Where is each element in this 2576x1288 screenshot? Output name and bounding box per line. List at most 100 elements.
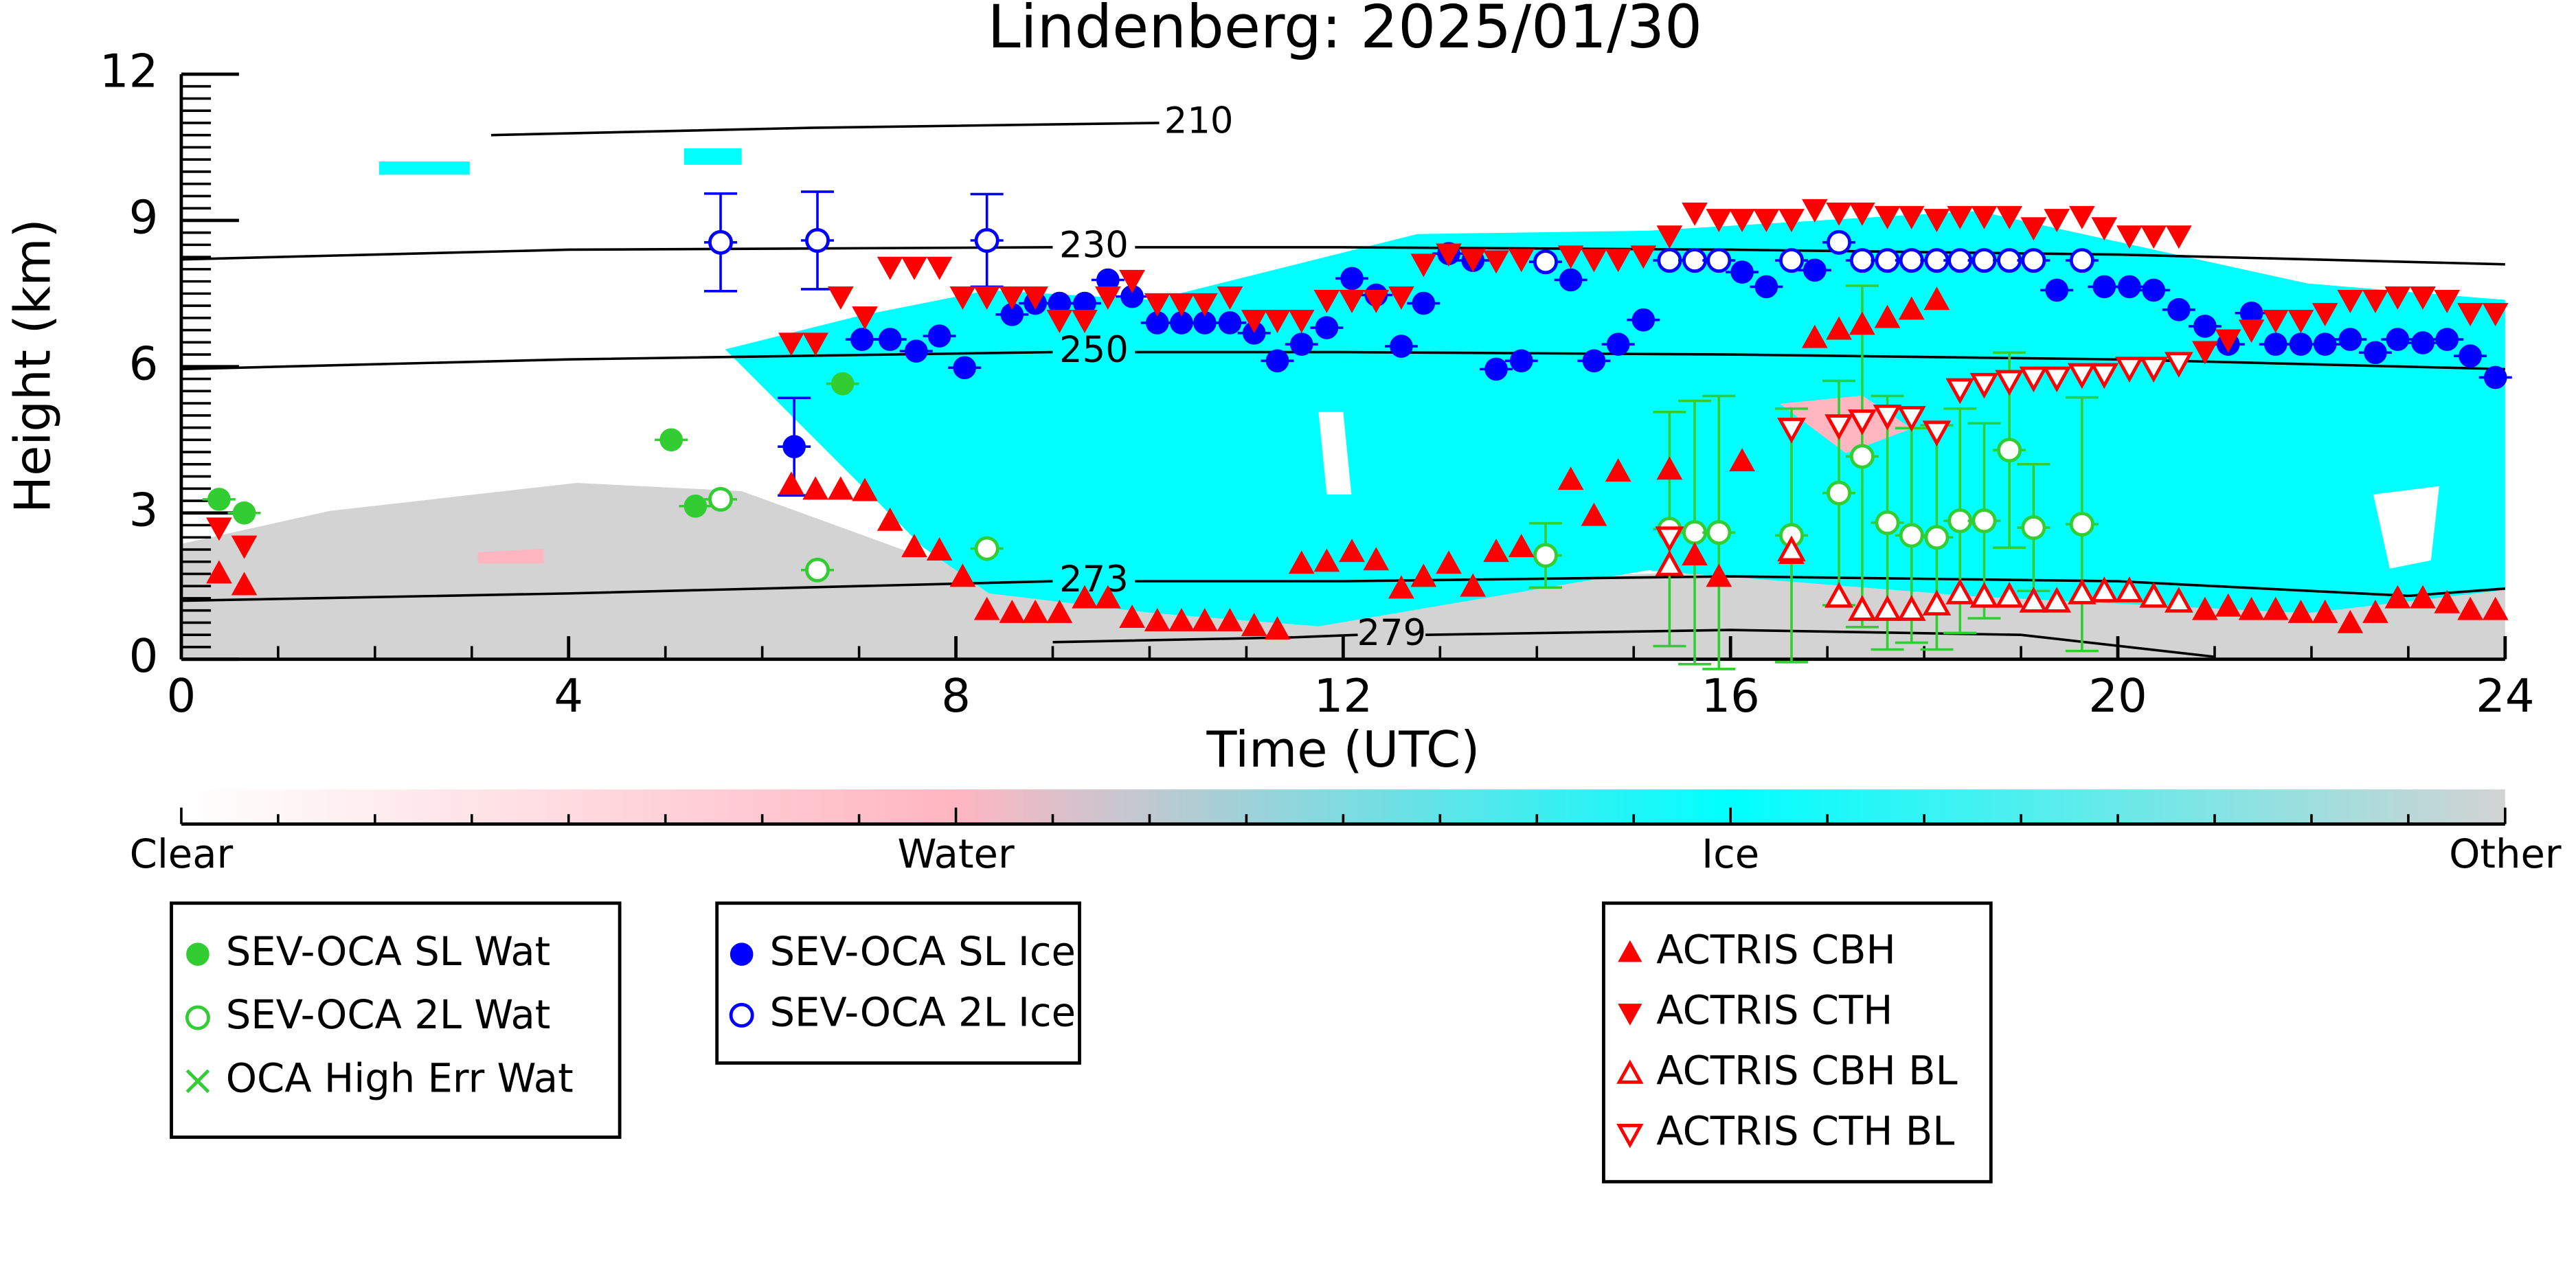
marker [877,256,903,280]
marker [2262,596,2289,620]
marker [2435,328,2459,351]
marker [1241,310,1267,333]
marker [1582,349,1606,373]
marker [1730,260,1754,284]
marker [1363,547,1390,571]
marker [1803,258,1827,282]
marker [1969,582,1999,608]
marker [206,560,232,584]
marker [1924,525,1950,550]
legend-marker [730,942,754,966]
isotherm [1135,575,2505,598]
marker [1168,293,1195,317]
marker [953,356,977,380]
marker [974,536,999,561]
marker [1824,414,1853,440]
marker [2164,587,2193,613]
marker [1706,248,1732,273]
marker [1072,585,1098,609]
marker [1557,466,1584,490]
marker [1436,550,1462,574]
marker [2312,303,2338,327]
marker [2287,310,2314,333]
marker [1898,296,1925,320]
marker [1144,608,1171,631]
y-tick-label: 3 [129,483,159,536]
marker [1995,582,2024,608]
marker [2193,315,2217,338]
marker [1923,286,1950,310]
x-tick-label: 4 [554,669,583,723]
marker [1581,502,1607,526]
marker [1631,308,1656,332]
marker [2386,328,2410,351]
marker [1217,608,1243,631]
marker [2410,286,2436,310]
marker [1995,370,2024,396]
marker [2092,275,2116,299]
marker [1827,229,1852,255]
marker [1997,248,2022,273]
marker [1873,404,1902,431]
marker [1657,248,1682,273]
marker [2238,596,2265,620]
legend-label: SEV-OCA SL Ice [769,929,1076,975]
marker [1508,534,1535,558]
isotherm-label: 250 [1059,329,1129,371]
marker [1848,595,1877,621]
marker [802,332,829,357]
marker [1849,444,1875,469]
marker [1875,510,1900,535]
marker [1754,275,1778,299]
marker [1922,589,1952,616]
legend-marker [729,1002,754,1028]
marker [1969,372,1999,399]
marker [1388,575,1414,599]
marker [1630,245,1657,269]
chart-title: Lindenberg: 2025/01/30 [987,0,1702,62]
marker [1410,563,1437,587]
marker [2067,578,2097,605]
legend-label: OCA High Err Wat [226,1056,574,1102]
marker [2457,303,2483,327]
marker [1605,458,1631,482]
marker [1656,225,1683,249]
marker [2165,225,2192,249]
marker [232,501,256,525]
marker [2142,278,2165,302]
marker [1144,293,1171,317]
isotherm-label: 210 [1164,100,1234,142]
marker [804,557,830,583]
marker [2384,585,2411,609]
marker [852,477,878,501]
marker [1849,311,1875,335]
marker [926,256,953,280]
legend-label: SEV-OCA 2L Ice [769,990,1076,1036]
marker [804,228,830,253]
legend-marker [1618,1004,1642,1026]
marker [1826,202,1852,226]
marker [1046,599,1073,623]
marker [1656,456,1683,480]
marker [2139,582,2169,608]
marker [1313,289,1340,313]
marker [1533,249,1558,275]
marker [1996,205,2022,229]
marker [1971,508,1997,534]
marker [2044,209,2070,233]
marker [1410,253,1437,278]
marker [2411,331,2434,354]
legend-label: ACTRIS CTH [1656,987,1893,1033]
marker [1874,205,1901,229]
marker [1363,289,1390,313]
marker [2459,344,2482,368]
marker [2215,329,2241,353]
legend-label: ACTRIS CTH BL [1656,1109,1954,1155]
marker [2019,366,2048,393]
marker [2289,332,2313,356]
marker [1313,548,1340,572]
marker [1849,248,1875,273]
x-tick-label: 16 [1701,669,1759,723]
marker [1899,248,1924,273]
marker [2042,587,2072,613]
